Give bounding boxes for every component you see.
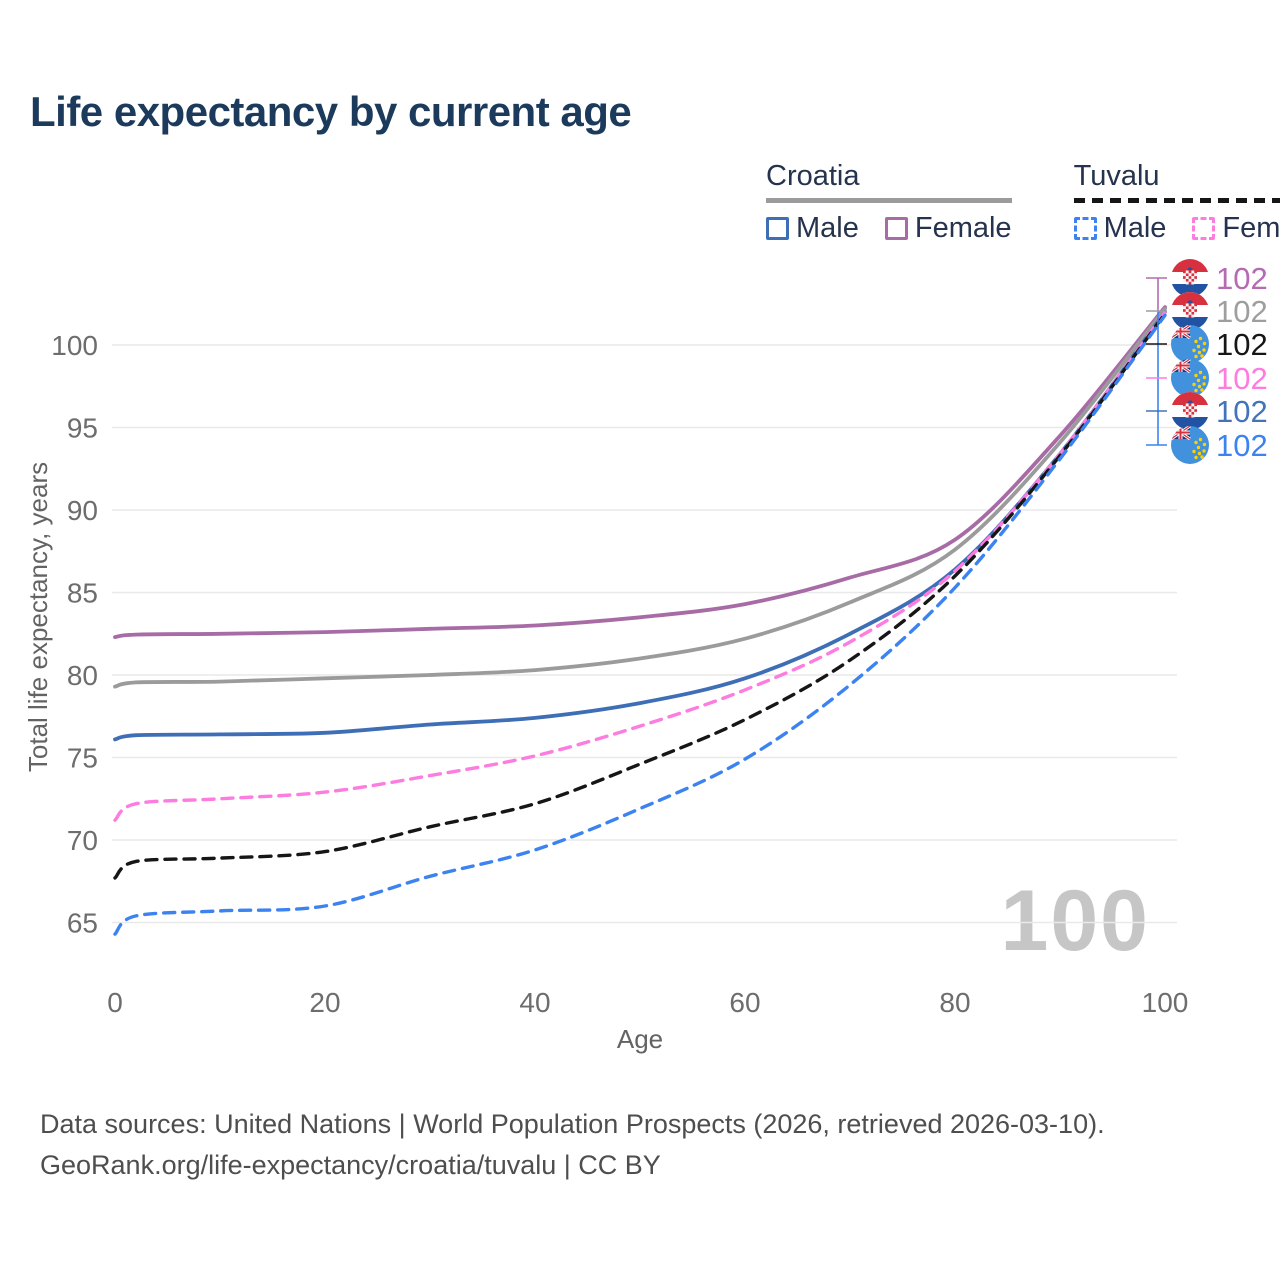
y-tick-70: 70 <box>67 825 98 856</box>
x-tick-40: 40 <box>519 987 550 1018</box>
endpoint-value-tuvalu-both-sexes: 102 <box>1216 327 1268 362</box>
y-axis-title: Total life expectancy, years <box>23 462 53 772</box>
endpoint-value-tuvalu-male: 102 <box>1216 428 1268 463</box>
croatia-combined-line-key <box>766 198 1012 203</box>
croatia-male-swatch <box>766 217 789 240</box>
x-tick-80: 80 <box>939 987 970 1018</box>
croatia-female-swatch <box>884 217 908 240</box>
series-tuvalu-male <box>113 313 1167 936</box>
y-tick-75: 75 <box>67 743 98 774</box>
y-tick-90: 90 <box>67 495 98 526</box>
legend-item-croatia-female[interactable]: Female <box>884 212 1012 245</box>
croatia-flag-icon <box>1171 259 1209 297</box>
series-tuvalu-female <box>113 310 1167 822</box>
endpoint-value-tuvalu-female: 102 <box>1216 361 1268 396</box>
endpoint-value-croatia-male: 102 <box>1216 394 1268 429</box>
y-tick-85: 85 <box>67 578 98 609</box>
endpoint-value-croatia-female: 102 <box>1216 261 1268 296</box>
tuvalu-male-swatch <box>1073 217 1097 240</box>
legend-country-croatia[interactable]: Croatia <box>766 160 860 192</box>
y-tick-65: 65 <box>67 908 98 939</box>
legend-item-tuvalu-female[interactable]: Female <box>1192 212 1280 245</box>
legend-group-tuvalu: Tuvalu Male Female <box>1073 160 1280 245</box>
y-tick-100: 100 <box>51 330 98 361</box>
legend-label-croatia-female: Female <box>914 212 1012 244</box>
data-source-line: Data sources: United Nations | World Pop… <box>40 1109 1105 1139</box>
legend-country-tuvalu[interactable]: Tuvalu <box>1073 160 1160 192</box>
line-chart: 100 65 70 75 80 85 90 95 100 0 20 40 60 80 100 Total … <box>23 0 1268 1054</box>
series-croatia-female <box>113 305 1167 639</box>
x-tick-100: 100 <box>1142 987 1189 1018</box>
legend-group-croatia: Croatia Male Female <box>766 160 1012 245</box>
series-tuvalu-both-sexes <box>113 311 1167 880</box>
tuvalu-combined-line-key <box>1073 198 1280 203</box>
page-title: Life expectancy by current age <box>30 88 632 135</box>
chart-series <box>113 305 1167 936</box>
legend-label-tuvalu-male: Male <box>1103 212 1167 244</box>
attribution-line: GeoRank.org/life-expectancy/croatia/tuva… <box>40 1150 661 1180</box>
legend-label-croatia-male: Male <box>796 212 859 244</box>
croatia-flag-icon <box>1171 292 1209 330</box>
legend-label-tuvalu-female: Female <box>1222 212 1280 244</box>
legend-item-croatia-male[interactable]: Male <box>766 212 859 245</box>
x-tick-60: 60 <box>729 987 760 1018</box>
tuvalu-flag-icon <box>1171 426 1209 464</box>
x-tick-20: 20 <box>309 987 340 1018</box>
age-frame-watermark: 100 <box>1001 873 1151 969</box>
y-tick-95: 95 <box>67 413 98 444</box>
footer: Data sources: United Nations | World Pop… <box>40 1104 1105 1186</box>
tuvalu-female-swatch <box>1192 217 1216 240</box>
tuvalu-flag-icon <box>1171 359 1209 397</box>
x-axis-title: Age <box>617 1024 663 1054</box>
endpoint-value-croatia-both-sexes: 102 <box>1216 294 1268 329</box>
croatia-flag-icon <box>1171 392 1209 430</box>
y-tick-80: 80 <box>67 660 98 691</box>
legend: Croatia Male Female Tuvalu Male <box>766 160 1280 245</box>
x-tick-0: 0 <box>107 987 123 1018</box>
axis-ticks: 65 70 75 80 85 90 95 100 0 20 40 60 80 100 <box>51 330 1188 1018</box>
legend-item-tuvalu-male[interactable]: Male <box>1073 212 1167 245</box>
tuvalu-flag-icon <box>1171 325 1209 363</box>
series-croatia-both-sexes <box>113 306 1167 689</box>
